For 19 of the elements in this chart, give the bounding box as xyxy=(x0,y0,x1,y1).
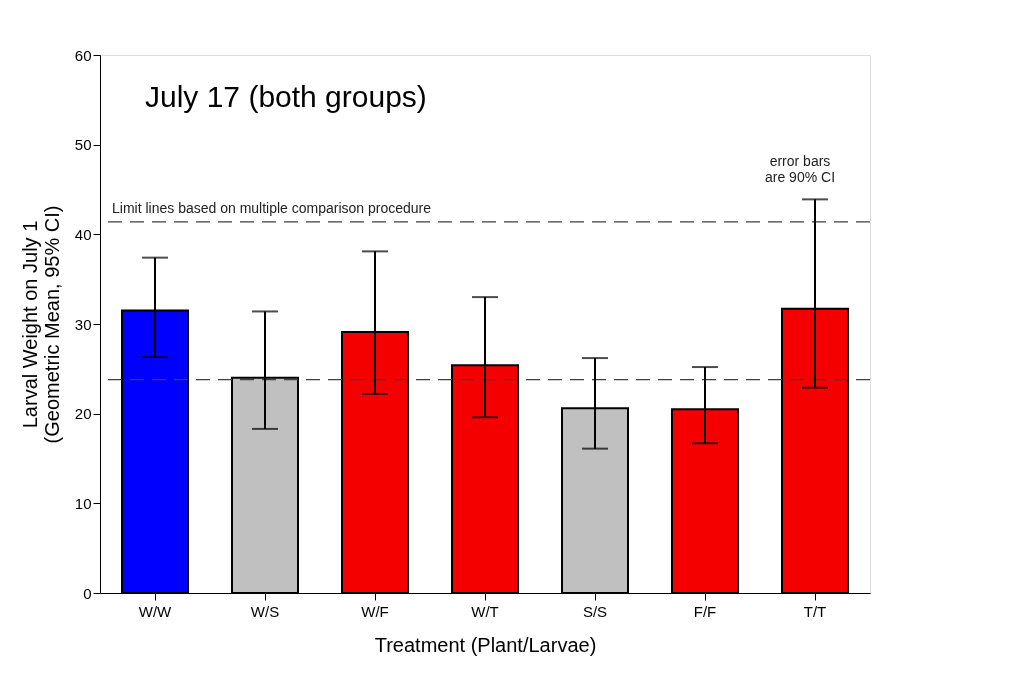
x-tick-label: W/W xyxy=(138,602,173,620)
y-tick-label: 0 xyxy=(83,584,92,602)
y-axis-title: Larval Weight on July 1 (Geometric Mean, 95% CI) xyxy=(18,205,63,444)
y-tick-label: 30 xyxy=(74,315,92,333)
text: July 17 (both groups) xyxy=(145,80,427,113)
x-tick-label: W/S xyxy=(250,602,280,620)
ref-line-label: Limit lines based on multiple comparison procedure xyxy=(112,199,432,216)
x-tick-label: F/F xyxy=(693,602,717,620)
x-tick-label: W/T xyxy=(471,602,499,620)
y-tick-label: 10 xyxy=(74,494,92,512)
x-axis-title: Treatment (Plant/Larvae) xyxy=(374,633,597,656)
x-tick-label: T/T xyxy=(803,602,827,620)
y-tick-label: 60 xyxy=(74,46,92,64)
y-tick-label: 50 xyxy=(74,136,92,154)
y-tick-label: 40 xyxy=(74,225,92,243)
x-tick-label: S/S xyxy=(582,602,608,620)
annotation: error bars are 90% CI xyxy=(764,153,836,185)
x-tick-label: W/F xyxy=(361,602,389,620)
y-tick-label: 20 xyxy=(74,405,92,423)
